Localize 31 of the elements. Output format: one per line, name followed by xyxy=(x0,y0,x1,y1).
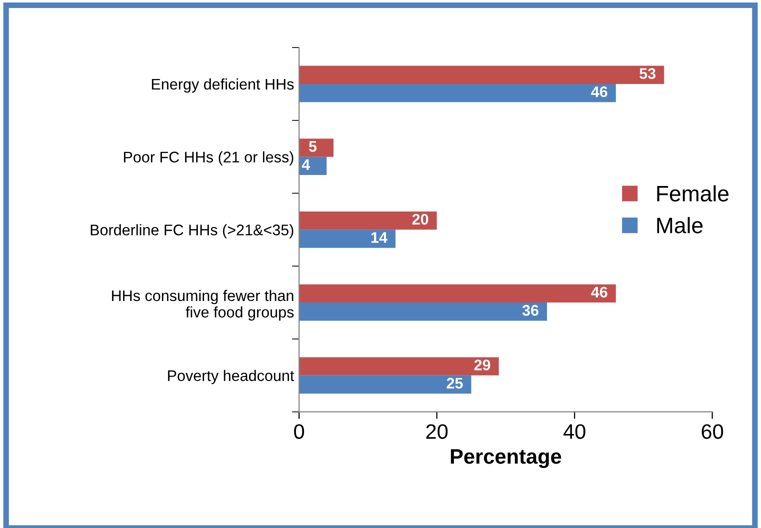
data-label: 36 xyxy=(522,304,538,316)
x-axis-title: Percentage xyxy=(450,449,562,468)
y-tick-label: Energy deficient HHs xyxy=(152,78,294,93)
y-tick-label: Poor FC HHs (21 or less) xyxy=(124,151,294,166)
x-tick-label: 0 xyxy=(294,424,304,439)
legend-label: Female xyxy=(657,185,729,202)
bar xyxy=(299,357,499,376)
data-label: 5 xyxy=(308,141,317,152)
bar xyxy=(299,138,334,157)
y-tick-label: HHs consuming fewer than five food groups xyxy=(112,290,294,321)
data-label: 53 xyxy=(640,68,656,79)
legend-label: Male xyxy=(657,217,703,234)
bar xyxy=(299,66,664,84)
data-label: 14 xyxy=(371,232,388,243)
bar xyxy=(299,84,616,102)
x-tick-label: 40 xyxy=(563,424,586,439)
data-label: 4 xyxy=(302,159,310,170)
data-label: 25 xyxy=(446,378,463,389)
y-tick-label: Borderline FC HHs (>21&<35) xyxy=(90,224,294,238)
bar xyxy=(299,230,396,248)
bar xyxy=(299,302,548,321)
x-tick-label: 60 xyxy=(702,424,724,439)
bar xyxy=(299,211,437,230)
data-label: 29 xyxy=(474,360,490,370)
data-label: 20 xyxy=(412,214,428,225)
bar xyxy=(299,284,616,303)
x-tick-label: 20 xyxy=(426,424,448,439)
y-tick-label: Poverty headcount xyxy=(168,370,294,384)
data-label: 46 xyxy=(591,86,608,98)
data-label: 46 xyxy=(591,286,608,298)
bar xyxy=(299,375,472,394)
